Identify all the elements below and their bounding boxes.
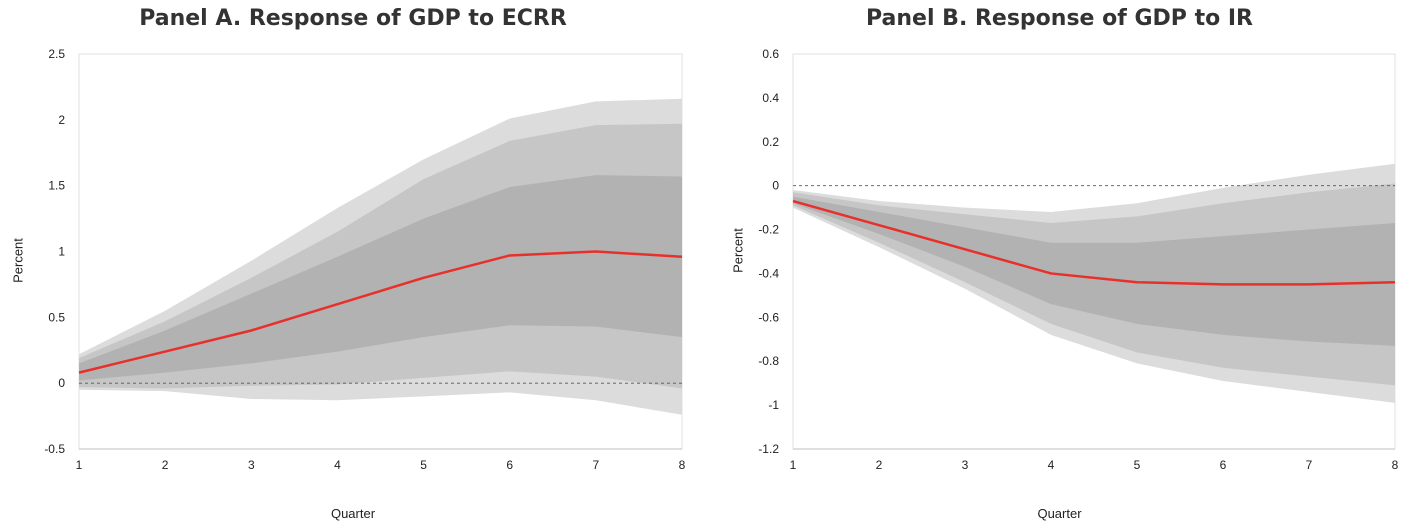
panel-a: Panel A. Response of GDP to ECRR Percent… (0, 0, 706, 527)
y-tick-label: 1 (58, 245, 65, 259)
x-axis-label: Quarter (330, 506, 376, 521)
y-tick-label: 0.4 (762, 91, 779, 105)
x-tick-label: 1 (790, 458, 797, 472)
y-tick-label: 0 (58, 376, 65, 390)
x-tick-label: 2 (162, 458, 169, 472)
y-tick-label: -0.5 (44, 442, 65, 456)
chart-title: Panel A. Response of GDP to ECRR (139, 6, 567, 31)
y-tick-label: 2 (58, 113, 65, 127)
x-tick-label: 5 (420, 458, 427, 472)
x-tick-label: 3 (248, 458, 255, 472)
y-tick-label: -0.6 (758, 310, 779, 324)
x-tick-label: 6 (1220, 458, 1227, 472)
y-tick-label: -1 (768, 398, 779, 412)
x-tick-label: 8 (1392, 458, 1399, 472)
confidence-band-3 (79, 175, 682, 381)
y-tick-label: -0.8 (758, 354, 779, 368)
x-tick-label: 4 (334, 458, 341, 472)
confidence-band-3 (793, 196, 1395, 346)
x-tick-label: 7 (1306, 458, 1313, 472)
chart-plot-b: -1.2 -1 -0.8 -0.6 -0.4 -0.2 0 0.2 0.4 0.6 1 2 3 4 5 6 7 8 (758, 47, 1399, 472)
y-tick-label: -1.2 (758, 442, 779, 456)
x-tick-label: 1 (76, 458, 83, 472)
y-tick-label: 1.5 (48, 179, 65, 193)
x-tick-label: 5 (1134, 458, 1141, 472)
x-tick-label: 8 (679, 458, 686, 472)
x-tick-label: 4 (1048, 458, 1055, 472)
series-line (792, 199, 1396, 286)
x-tick-label: 3 (962, 458, 969, 472)
y-tick-label: -0.4 (758, 266, 779, 280)
chart-title: Panel B. Response of GDP to IR (866, 6, 1253, 31)
series-line (78, 250, 683, 374)
chart-plot-a: -0.5 0 0.5 1 1.5 2 2.5 1 2 3 4 5 6 7 8 (44, 47, 686, 472)
x-axis-label: Quarter (1037, 506, 1082, 521)
y-tick-label: 2.5 (48, 47, 65, 61)
y-tick-label: -0.2 (758, 223, 779, 237)
x-tick-label: 7 (593, 458, 600, 472)
panel-b: Panel B. Response of GDP to IR Percent -… (706, 0, 1413, 527)
x-tick-label: 6 (506, 458, 513, 472)
y-tick-label: 0.5 (48, 310, 65, 324)
x-tick-label: 2 (876, 458, 883, 472)
y-tick-label: 0 (772, 179, 779, 193)
y-tick-label: 0.2 (762, 135, 779, 149)
y-tick-label: 0.6 (762, 47, 779, 61)
